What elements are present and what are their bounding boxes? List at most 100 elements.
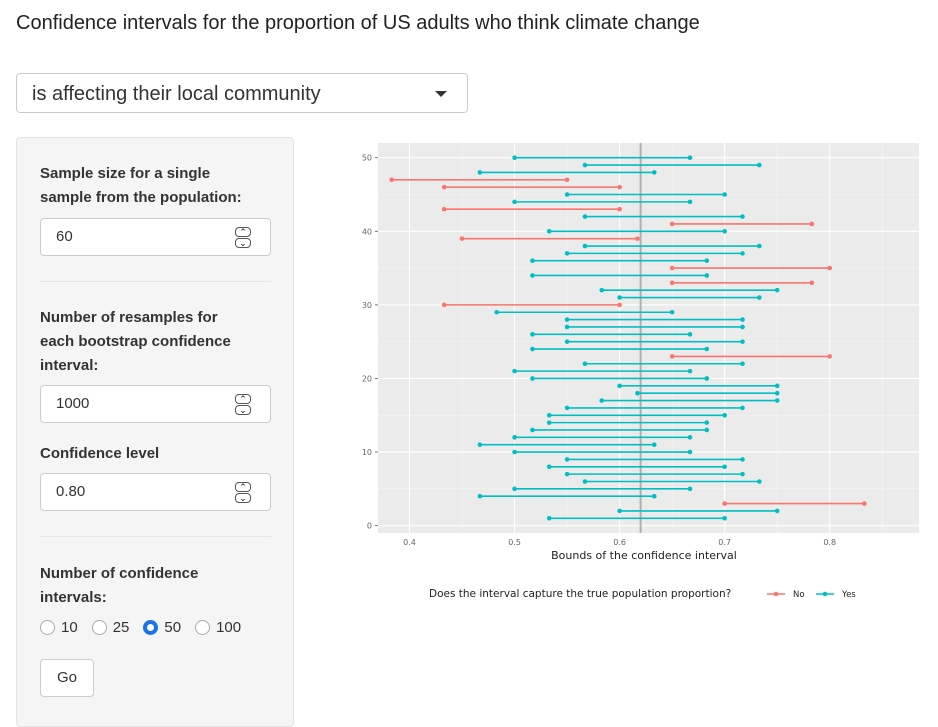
resamples-label-line: Number of resamples for <box>40 309 218 326</box>
interval-lower-point <box>669 265 675 271</box>
interval-20 <box>530 376 710 381</box>
chevron-up-icon[interactable]: ⌃ <box>235 394 251 404</box>
interval-upper-point <box>651 442 657 447</box>
x-tick-label: 0.6 <box>613 538 626 547</box>
interval-lower-point <box>441 206 447 212</box>
interval-7 <box>564 471 745 477</box>
interval-upper-point <box>740 361 745 367</box>
y-tick-label: 30 <box>362 301 372 310</box>
interval-upper-point <box>704 346 710 352</box>
sample-size-stepper[interactable]: ⌃ ⌄ <box>235 227 257 249</box>
plot-area: 0.4 0.5 0.6 0.7 0.8 0 10 20 30 40 50 <box>362 143 919 547</box>
interval-2 <box>617 508 780 514</box>
chevron-down-icon[interactable]: ⌄ <box>235 493 251 503</box>
interval-upper-point <box>809 221 815 227</box>
radio-25[interactable]: 25 <box>91 619 130 636</box>
legend-label: Yes <box>841 590 856 600</box>
chevron-down-icon[interactable]: ⌄ <box>235 405 251 415</box>
resamples-stepper[interactable]: ⌃ ⌄ <box>235 394 257 416</box>
legend-key-point <box>822 591 828 597</box>
go-button[interactable]: Go <box>40 659 94 697</box>
interval-lower-point <box>512 449 517 455</box>
interval-45 <box>564 192 727 197</box>
divider <box>40 281 271 282</box>
interval-39 <box>459 236 640 241</box>
interval-lower-point <box>564 339 570 344</box>
interval-lower-point <box>530 346 535 352</box>
chevron-down-icon <box>435 91 447 97</box>
interval-upper-point <box>740 405 745 411</box>
num-intervals-label: Number of confidence intervals: <box>40 562 198 610</box>
resamples-value: 1000 <box>56 395 90 412</box>
confidence-level-input[interactable]: 0.80 ⌃ ⌄ <box>40 473 271 511</box>
interval-upper-point <box>687 155 693 161</box>
radio-button[interactable] <box>40 620 55 635</box>
sample-size-label-line: sample from the population: <box>40 189 242 206</box>
radio-button-selected[interactable] <box>143 620 159 635</box>
interval-upper-point <box>635 236 640 241</box>
radio-label: 25 <box>112 619 130 636</box>
interval-upper-point <box>722 464 727 470</box>
legend-key-point <box>773 591 779 597</box>
y-tick-label: 40 <box>362 227 372 236</box>
interval-43 <box>441 206 622 212</box>
interval-lower-point <box>582 361 588 367</box>
interval-upper-point <box>651 170 657 175</box>
interval-27 <box>564 324 745 330</box>
resamples-input[interactable]: 1000 ⌃ ⌄ <box>40 385 271 423</box>
interval-upper-point <box>687 368 693 374</box>
resamples-label-line: each bootstrap confidence <box>40 333 231 350</box>
interval-upper-point <box>687 435 693 440</box>
chevron-down-icon[interactable]: ⌄ <box>235 238 251 248</box>
interval-lower-point <box>477 170 483 175</box>
interval-lower-point <box>617 508 622 514</box>
interval-lower-point <box>477 493 483 499</box>
interval-46 <box>441 184 622 190</box>
resamples-label-line: interval: <box>40 357 99 374</box>
interval-lower-point <box>564 317 570 322</box>
legend: Does the interval capture the true popul… <box>429 588 856 600</box>
confidence-level-value: 0.80 <box>56 483 86 500</box>
interval-32 <box>599 287 780 293</box>
interval-upper-point <box>774 390 780 396</box>
statement-select[interactable]: is affecting their local community <box>16 73 468 113</box>
interval-lower-point <box>669 221 675 227</box>
interval-lower-point <box>582 243 588 249</box>
interval-24 <box>530 346 710 352</box>
interval-upper-point <box>740 251 745 256</box>
confidence-level-label: Confidence level <box>40 445 160 462</box>
interval-lower-point <box>530 376 535 381</box>
interval-25 <box>564 339 745 344</box>
radio-50[interactable]: 50 <box>143 619 181 636</box>
interval-18 <box>635 390 780 396</box>
interval-lower-point <box>617 383 622 389</box>
radio-button[interactable] <box>91 620 107 635</box>
interval-37 <box>564 251 745 256</box>
radio-button[interactable] <box>195 620 211 635</box>
interval-38 <box>582 243 762 249</box>
chevron-up-icon[interactable]: ⌃ <box>235 482 251 492</box>
y-tick-label: 20 <box>362 374 372 383</box>
interval-lower-point <box>546 229 552 234</box>
interval-lower-point <box>512 199 517 205</box>
chevron-up-icon[interactable]: ⌃ <box>235 227 251 237</box>
interval-lower-point <box>669 354 675 359</box>
interval-40 <box>546 229 727 234</box>
interval-lower-point <box>530 273 535 278</box>
interval-upper-point <box>809 280 815 286</box>
x-tick-label: 0.8 <box>823 538 836 547</box>
y-tick-label: 50 <box>362 154 372 163</box>
y-tick-label: 10 <box>362 448 372 457</box>
interval-42 <box>582 214 745 219</box>
sample-size-input[interactable]: 60 ⌃ ⌄ <box>40 218 271 256</box>
interval-lower-point <box>512 435 517 440</box>
interval-upper-point <box>564 177 570 183</box>
interval-upper-point <box>757 243 762 249</box>
confidence-level-stepper[interactable]: ⌃ ⌄ <box>235 482 257 504</box>
radio-10[interactable]: 10 <box>40 619 78 636</box>
interval-36 <box>530 258 710 264</box>
interval-lower-point <box>564 251 570 256</box>
interval-16 <box>564 405 745 411</box>
radio-100[interactable]: 100 <box>195 619 241 636</box>
interval-upper-point <box>704 273 710 278</box>
